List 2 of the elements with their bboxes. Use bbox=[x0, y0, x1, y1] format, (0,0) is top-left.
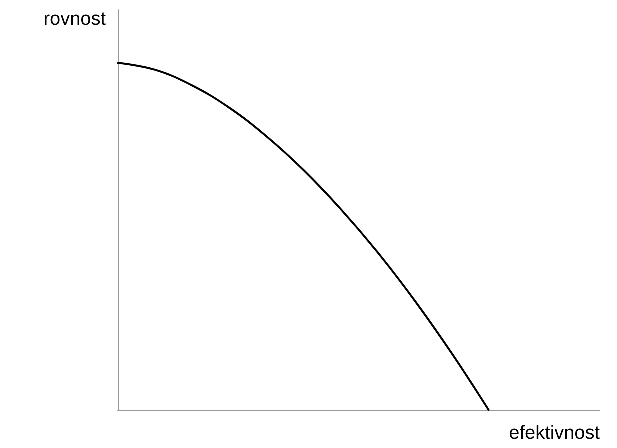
x-axis-title: efektivnost bbox=[509, 423, 601, 444]
y-axis-title: rovnost bbox=[44, 9, 107, 30]
